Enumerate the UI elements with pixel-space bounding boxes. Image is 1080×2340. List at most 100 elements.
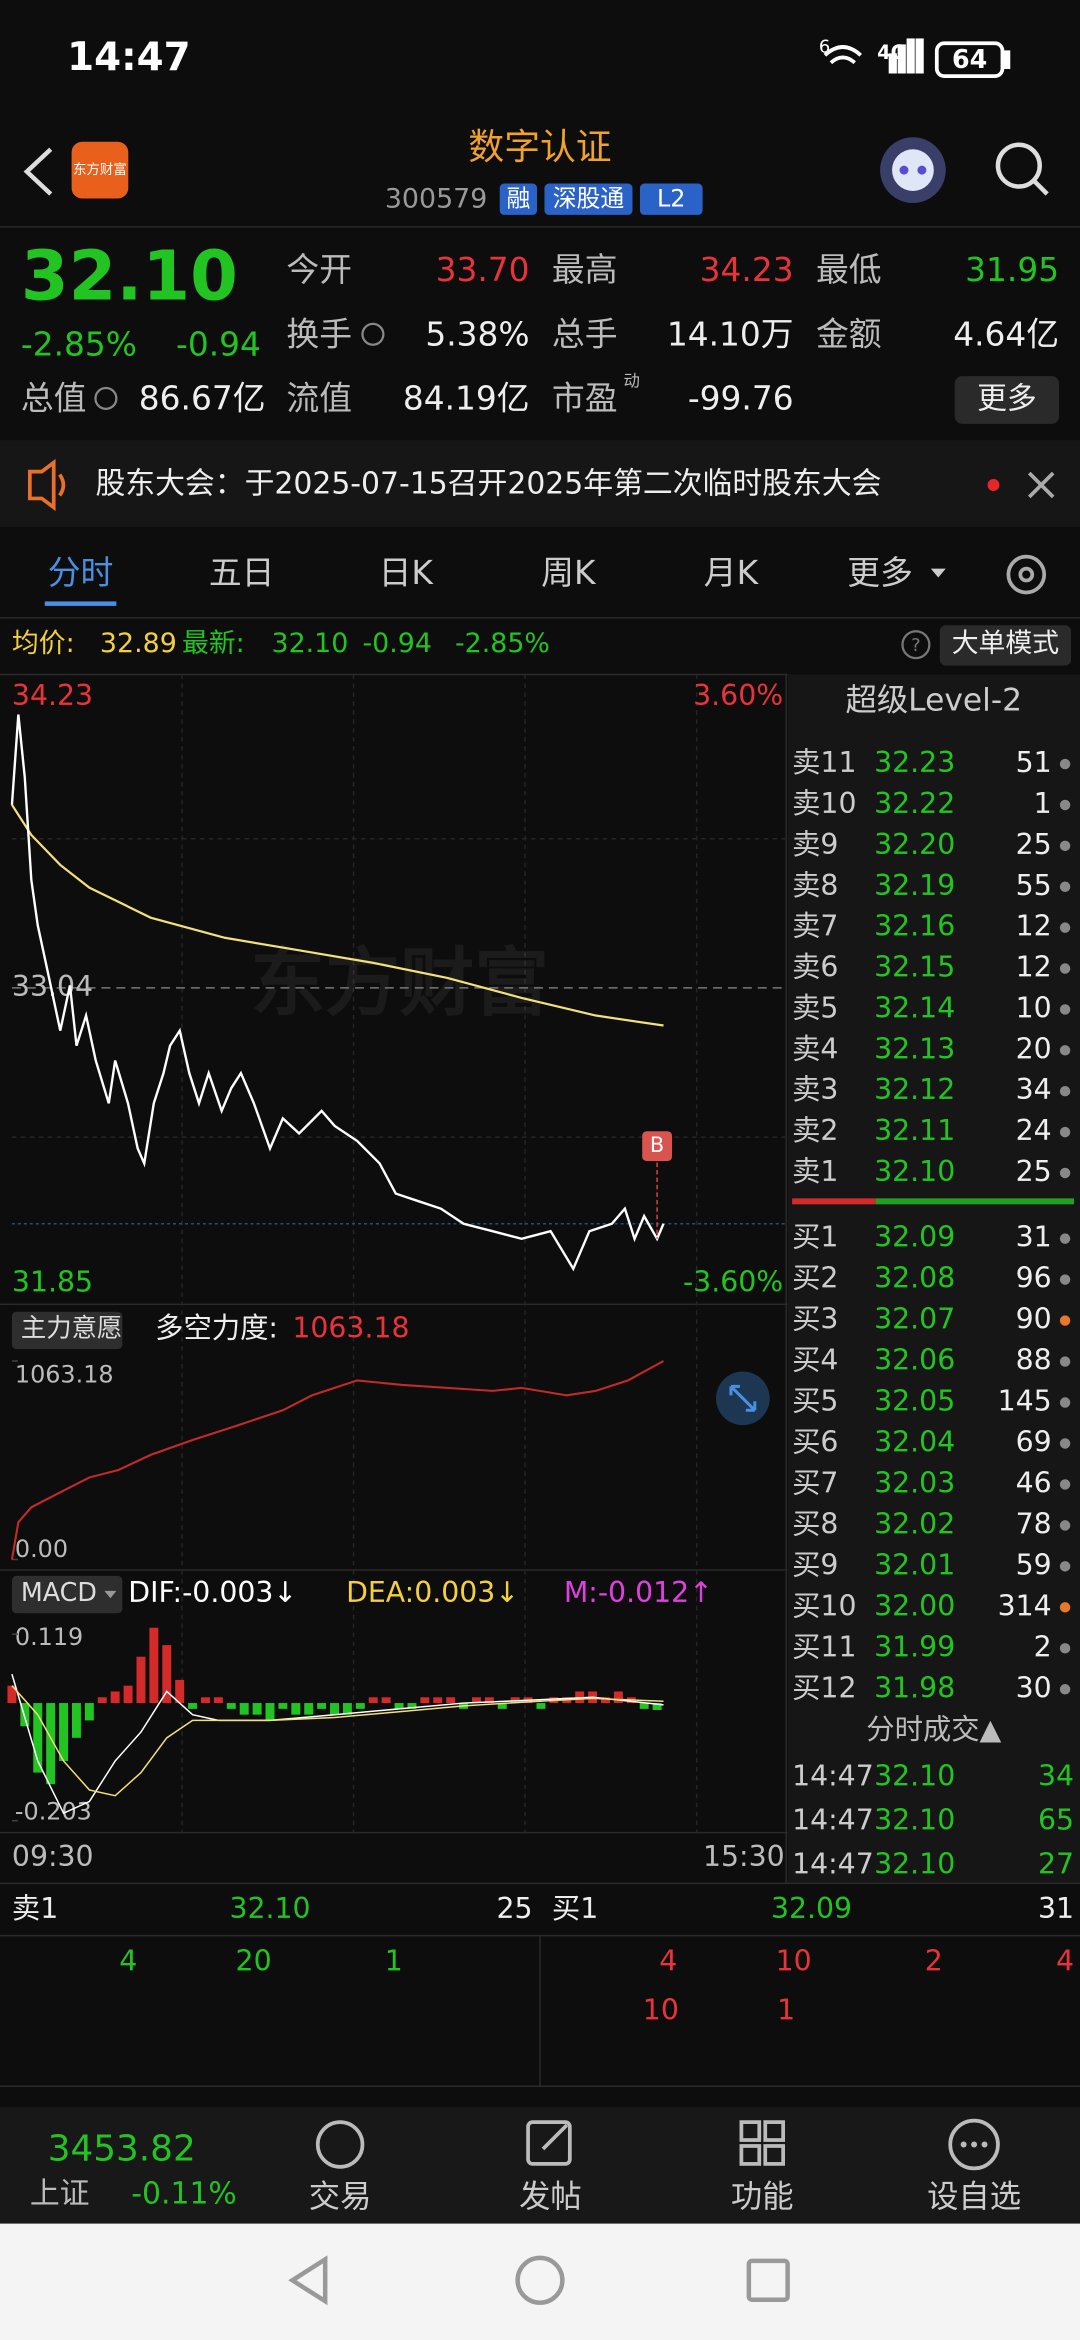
- system-nav: [0, 2223, 1080, 2340]
- queue-order: 20: [236, 1944, 272, 1977]
- book-volume: 25: [1016, 828, 1052, 861]
- field-label: 今开: [286, 251, 352, 289]
- queue-order: 4: [659, 1944, 677, 1977]
- logo: [71, 141, 129, 199]
- trade-price: 32.10: [874, 1803, 955, 1836]
- macd-bar: [291, 1703, 301, 1715]
- system-buttons[interactable]: [288, 2255, 790, 2306]
- tab[interactable]: 周K: [541, 554, 597, 592]
- search-button[interactable]: [995, 142, 1049, 196]
- book-label: 买12: [792, 1671, 856, 1704]
- book-price: 32.16: [874, 910, 955, 943]
- tab[interactable]: 月K: [704, 554, 760, 592]
- index-value[interactable]: 3453.82: [48, 2128, 196, 2169]
- macd-bar: [407, 1703, 417, 1709]
- nav-item[interactable]: 发帖: [519, 2179, 582, 2215]
- macd-bar: [7, 1685, 17, 1704]
- m-label: M:-0.012↑: [564, 1576, 713, 1609]
- book-price: 32.07: [874, 1303, 955, 1336]
- index-name[interactable]: 上证: [30, 2177, 90, 2212]
- book-volume: 88: [1016, 1344, 1052, 1377]
- book-volume: 69: [1016, 1425, 1052, 1458]
- nav-item[interactable]: 功能: [731, 2179, 794, 2215]
- force-title: 多空力度:: [155, 1312, 278, 1345]
- book-volume: 20: [1016, 1032, 1052, 1065]
- index-change[interactable]: -0.11%: [131, 2177, 237, 2212]
- macd-bar: [123, 1685, 133, 1704]
- force-selector[interactable]: [11, 1311, 123, 1350]
- book-price: 32.12: [874, 1073, 955, 1106]
- tab[interactable]: 分时: [48, 554, 114, 592]
- marker-label: B: [650, 1133, 664, 1157]
- mode-label[interactable]: 大单模式: [952, 628, 1059, 659]
- book-price: 32.09: [874, 1221, 955, 1254]
- settings-icon[interactable]: [1006, 554, 1047, 595]
- tab[interactable]: 日K: [379, 554, 435, 592]
- tab[interactable]: 更多: [847, 554, 913, 592]
- macd-bar: [317, 1703, 327, 1709]
- queue-order: 2: [925, 1944, 943, 1977]
- force-tick-label: 0.00: [15, 1535, 68, 1563]
- book-price: 32.06: [874, 1344, 955, 1377]
- macd-bar: [213, 1697, 223, 1704]
- help-icon[interactable]: [901, 630, 931, 660]
- book-dot: [1059, 1167, 1071, 1179]
- queue-label: 卖1: [12, 1892, 58, 1925]
- last-price: 32.10: [21, 237, 238, 317]
- queue-order: 1: [385, 1944, 403, 1977]
- book-volume: 51: [1016, 746, 1052, 779]
- macd-bar: [278, 1703, 288, 1709]
- book-dot: [1059, 1397, 1071, 1408]
- mode-button[interactable]: [939, 625, 1072, 666]
- book-volume: 78: [1016, 1507, 1052, 1540]
- clock: 14:47: [67, 35, 190, 80]
- book-price: 32.14: [874, 991, 955, 1024]
- wifi-label: 6: [819, 37, 830, 58]
- queue-volume: 25: [497, 1892, 533, 1925]
- more-button[interactable]: [954, 376, 1060, 424]
- dea-label: DEA:0.003↓: [346, 1576, 519, 1609]
- book-volume: 2: [1034, 1630, 1052, 1663]
- book-label: 卖2: [792, 1114, 838, 1147]
- latest-change: -0.94: [362, 628, 431, 659]
- tab-underline: [44, 601, 117, 606]
- level2-title: 超级Level-2: [846, 682, 1023, 718]
- book-dot: [1059, 799, 1071, 811]
- back-button[interactable]: [23, 147, 53, 196]
- tab[interactable]: 五日: [209, 554, 275, 592]
- more-label[interactable]: 更多: [977, 381, 1037, 416]
- book-dot: [1059, 1479, 1071, 1490]
- force-tick-label: 1063.18: [15, 1360, 114, 1388]
- book-price: 32.08: [874, 1262, 955, 1295]
- field-label: 市盈: [552, 379, 618, 417]
- field-label: 最低: [816, 251, 882, 289]
- book-label: 卖8: [792, 869, 838, 902]
- book-volume: 10: [1016, 991, 1052, 1024]
- book-price: 32.19: [874, 869, 955, 902]
- macd-bar: [239, 1703, 249, 1715]
- book-label: 买5: [792, 1385, 838, 1418]
- macd-selector-label[interactable]: MACD: [21, 1577, 97, 1607]
- notice-text[interactable]: 股东大会：于2025-07-15召开2025年第二次临时股东大会: [95, 467, 881, 502]
- nav-item[interactable]: 交易: [309, 2179, 372, 2215]
- field-value: 4.64亿: [953, 315, 1059, 353]
- expand-button[interactable]: [716, 1371, 770, 1426]
- trades-title[interactable]: 分时成交▲: [866, 1713, 1001, 1746]
- book-volume: 90: [1016, 1303, 1052, 1336]
- book-label: 卖3: [792, 1073, 838, 1106]
- macd-bar: [149, 1627, 159, 1704]
- macd-bar: [497, 1703, 507, 1709]
- queue-order: 4: [1056, 1944, 1074, 1977]
- nav-item[interactable]: 设自选: [927, 2179, 1021, 2215]
- book-volume: 24: [1016, 1114, 1052, 1147]
- book-volume: 30: [1016, 1671, 1052, 1704]
- avatar[interactable]: [880, 137, 946, 203]
- field-sup: 动: [624, 372, 640, 391]
- field-value: 14.10万: [667, 315, 794, 353]
- book-label: 买6: [792, 1425, 838, 1458]
- notice-close[interactable]: [1027, 471, 1055, 499]
- macd-bar: [342, 1703, 352, 1715]
- macd-bar: [471, 1697, 481, 1704]
- book-label: 买9: [792, 1548, 838, 1581]
- macd-selector[interactable]: [11, 1575, 123, 1614]
